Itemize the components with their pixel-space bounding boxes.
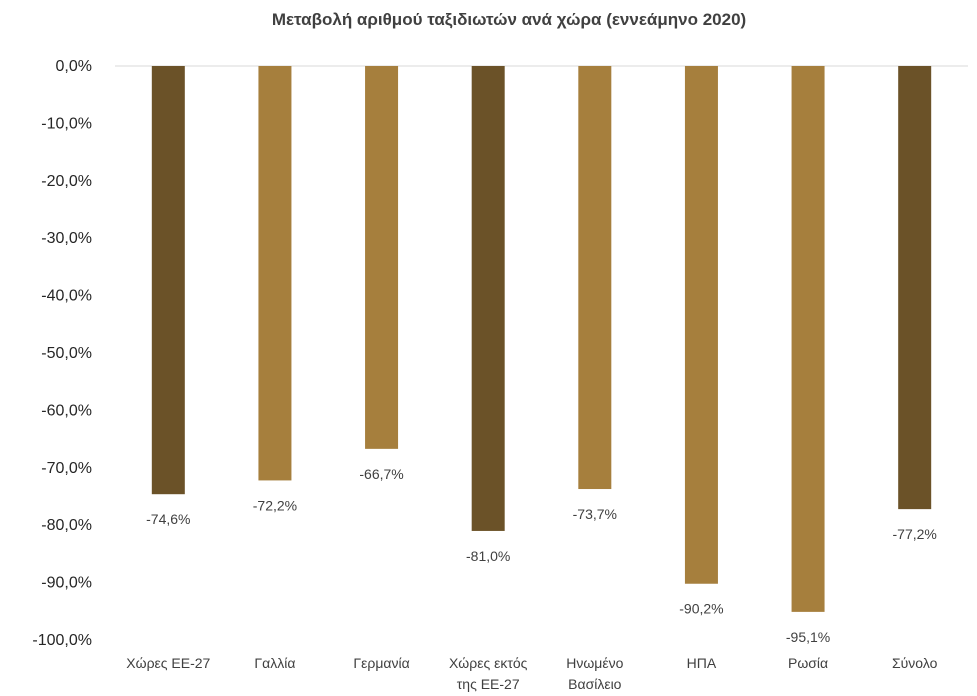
y-tick-label: -30,0% — [41, 230, 92, 247]
category-label: Γαλλία — [254, 655, 295, 671]
data-label: -72,2% — [253, 497, 297, 513]
data-label: -90,2% — [679, 601, 723, 617]
y-tick-label: -70,0% — [41, 460, 92, 477]
data-labels: -74,6% -72,2% -66,7% -81,0% -73,7% -90,2% -95,… — [146, 466, 937, 645]
category-label: Γερμανία — [353, 655, 409, 671]
bar — [471, 66, 505, 531]
data-label: -95,1% — [786, 629, 830, 645]
data-label: -81,0% — [466, 548, 510, 564]
category-label: Χώρες εκτός — [449, 655, 528, 671]
category-label: Ρωσία — [788, 655, 828, 671]
data-label: -73,7% — [573, 506, 617, 522]
data-label: -77,2% — [893, 526, 937, 542]
data-label: -74,6% — [146, 511, 190, 527]
y-tick-label: 0,0% — [56, 58, 92, 75]
y-tick-label: -20,0% — [41, 173, 92, 190]
bar — [898, 66, 932, 510]
y-tick-label: -60,0% — [41, 402, 92, 419]
y-tick-label: -100,0% — [32, 632, 92, 649]
bar — [684, 66, 718, 584]
y-axis-ticks: 0,0% -10,0% -20,0% -30,0% -40,0% -50,0% -60,0%… — [32, 58, 92, 649]
y-tick-label: -10,0% — [41, 115, 92, 132]
bar — [791, 66, 825, 612]
bar — [258, 66, 292, 481]
chart-title: Μεταβολή αριθμού ταξιδιωτών ανά χώρα (εν… — [272, 10, 746, 29]
category-label: Βασίλειο — [568, 676, 622, 692]
category-label: Ηνωμένο — [566, 655, 623, 671]
bar — [365, 66, 399, 449]
y-tick-label: -90,0% — [41, 575, 92, 592]
bar — [578, 66, 612, 490]
y-tick-label: -50,0% — [41, 345, 92, 362]
data-label: -66,7% — [359, 466, 403, 482]
y-tick-label: -80,0% — [41, 517, 92, 534]
y-tick-label: -40,0% — [41, 288, 92, 305]
category-label: ΗΠΑ — [687, 655, 717, 671]
x-axis-ticks: Χώρες ΕΕ-27 Γαλλία Γερμανία Χώρες εκτός της … — [126, 655, 937, 692]
category-label: Σύνολο — [892, 655, 938, 671]
category-label: Χώρες ΕΕ-27 — [126, 655, 210, 671]
category-label: της ΕΕ-27 — [457, 676, 520, 692]
bars — [151, 66, 932, 612]
bar — [151, 66, 185, 495]
